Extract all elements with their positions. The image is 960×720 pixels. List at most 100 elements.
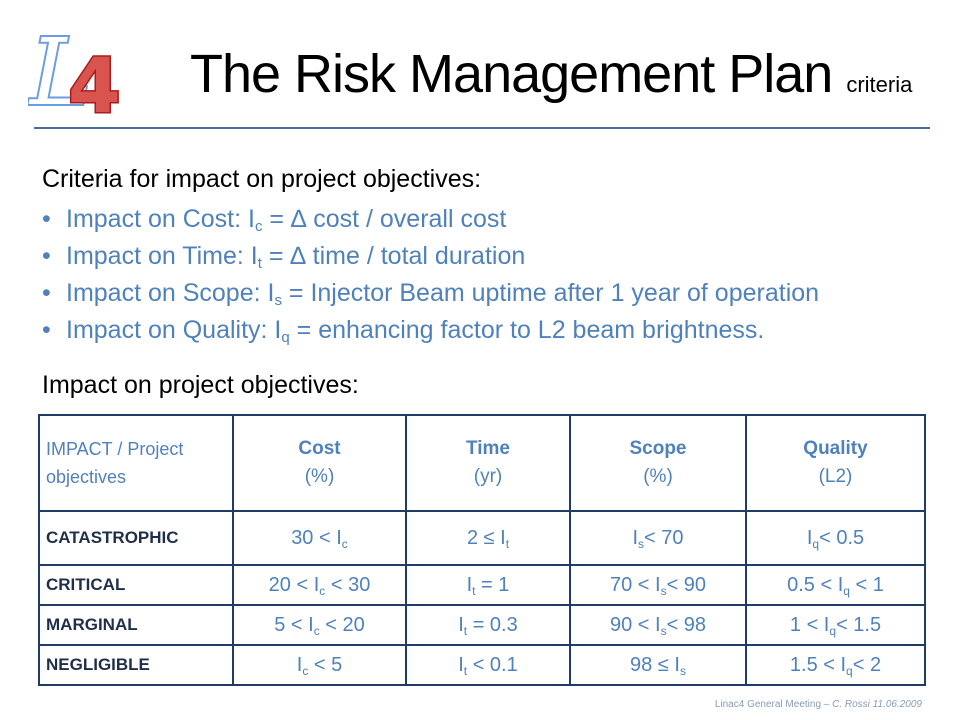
- bullet-text: Impact on Scope: I: [66, 279, 275, 307]
- cell-time: It = 0.3: [405, 604, 571, 646]
- bullet-subscript: q: [281, 329, 290, 346]
- cell-text: 20 < I: [268, 573, 320, 596]
- title-main: The Risk Management Plan: [190, 44, 833, 104]
- cell-text: = 1: [475, 573, 510, 596]
- cell-quality: Iq< 0.5: [745, 510, 926, 566]
- bullet-quality: • Impact on Quality: Iq = enhancing facto…: [42, 312, 922, 349]
- table-header-row: IMPACT / Project objectives Cost (%) Time…: [38, 414, 926, 512]
- cell-time: It < 0.1: [405, 644, 571, 686]
- row-label: NEGLIGIBLE: [38, 644, 234, 686]
- column-name: Time: [465, 438, 510, 459]
- column-unit: (%): [643, 466, 673, 487]
- column-header-cost: Cost (%): [232, 414, 407, 512]
- title-suffix: criteria: [846, 72, 913, 97]
- cell-text: < 0.1: [467, 653, 518, 676]
- table-row-marginal: MARGINAL 5 < Ic < 20 It = 0.3 90 < Is< 9…: [38, 604, 926, 646]
- cell-subscript: t: [463, 663, 468, 678]
- cell-quality: 1.5 < Iq< 2: [745, 644, 926, 686]
- cell-text: I: [466, 573, 473, 596]
- cell-cost: 30 < Ic: [232, 510, 407, 566]
- cell-cost: 20 < Ic < 30: [232, 564, 407, 606]
- bullet-text: = enhancing factor to L2 beam brightness…: [289, 316, 765, 344]
- cell-text: 1 < I: [789, 613, 830, 636]
- cell-time: 2 ≤ It: [405, 510, 571, 566]
- cell-subscript: s: [660, 623, 667, 638]
- column-name: Cost: [298, 438, 341, 459]
- criteria-list: • Impact on Cost: Ic = ∆ cost / overall c…: [42, 201, 922, 349]
- cell-text: < 0.5: [819, 526, 865, 549]
- bullet-cost: • Impact on Cost: Ic = ∆ cost / overall c…: [42, 201, 922, 238]
- cell-text: 70 < I: [609, 573, 661, 596]
- cell-subscript: c: [341, 536, 348, 551]
- footer-author: C. Rossi 11.06.2009: [832, 699, 922, 710]
- cell-text: 90 < I: [609, 613, 661, 636]
- cell-text: < 2: [852, 653, 882, 676]
- cell-text: < 30: [325, 573, 371, 596]
- cell-scope: 98 ≤ Is: [569, 644, 747, 686]
- impact-table: IMPACT / Project objectives Cost (%) Time…: [38, 414, 926, 686]
- cell-text: < 1.5: [836, 613, 882, 636]
- cell-text: 30 < I: [291, 526, 342, 549]
- cell-text: < 5: [308, 653, 343, 676]
- cell-subscript: c: [319, 583, 326, 598]
- cell-text: < 1: [849, 573, 884, 596]
- column-unit: (L2): [818, 466, 853, 487]
- cell-text: I: [806, 526, 813, 549]
- table-row-negligible: NEGLIGIBLE Ic < 5 It < 0.1 98 ≤ Is 1.5 <…: [38, 644, 926, 686]
- bullet-text: Impact on Cost: I: [66, 205, 255, 233]
- cell-text: 2 ≤ I: [466, 526, 506, 549]
- column-header-quality: Quality (L2): [745, 414, 926, 512]
- column-unit: (yr): [473, 466, 503, 487]
- cell-subscript: t: [505, 536, 510, 551]
- cell-subscript: t: [472, 583, 476, 598]
- title-divider: [34, 127, 930, 129]
- bullet-text: = ∆ cost / overall cost: [262, 205, 507, 233]
- cell-subscript: s: [660, 583, 667, 598]
- footer-event: Linac4 General Meeting –: [714, 699, 833, 710]
- cell-text: = 0.3: [467, 613, 518, 636]
- criteria-heading: Criteria for impact on project objective…: [42, 165, 482, 193]
- bullet-text: Impact on Quality: I: [66, 316, 282, 344]
- column-name: Scope: [629, 438, 687, 459]
- page-title: The Risk Management Plan criteria: [190, 44, 912, 115]
- cell-text: < 20: [319, 613, 365, 636]
- row-label: MARGINAL: [38, 604, 234, 646]
- slide-footer: Linac4 General Meeting – C. Rossi 11.06.…: [715, 699, 922, 710]
- cell-scope: 90 < Is< 98: [569, 604, 747, 646]
- cell-time: It = 1: [405, 564, 571, 606]
- logo-letter-l: L: [28, 19, 91, 118]
- logo-digit-4: 4: [68, 41, 121, 118]
- bullet-dot-icon: •: [42, 316, 51, 344]
- impact-heading: Impact on project objectives:: [42, 371, 359, 399]
- bullet-dot-icon: •: [42, 279, 51, 307]
- cell-text: 0.5 < I: [787, 573, 844, 596]
- column-name: Quality: [803, 438, 868, 459]
- cell-text: I: [458, 613, 464, 636]
- cell-subscript: s: [638, 536, 645, 551]
- cell-text: < 90: [666, 573, 707, 596]
- table-row-catastrophic: CATASTROPHIC 30 < Ic 2 ≤ It Is< 70 Iq< 0…: [38, 510, 926, 566]
- bullet-text: = ∆ time / total duration: [261, 242, 526, 270]
- bullet-time: • Impact on Time: It = ∆ time / total dur…: [42, 238, 922, 275]
- column-unit: (%): [304, 466, 335, 487]
- row-label: CATASTROPHIC: [38, 510, 234, 566]
- bullet-text: Impact on Time: I: [66, 242, 258, 270]
- cell-text: < 98: [666, 613, 707, 636]
- table-row-critical: CRITICAL 20 < Ic < 30 It = 1 70 < Is< 90…: [38, 564, 926, 606]
- cell-subscript: q: [812, 536, 820, 551]
- cell-text: 98 ≤ I: [630, 653, 680, 676]
- cell-text: 1.5 < I: [789, 653, 847, 676]
- cell-scope: 70 < Is< 90: [569, 564, 747, 606]
- cell-text: < 70: [644, 526, 684, 549]
- row-label: CRITICAL: [38, 564, 234, 606]
- bullet-subscript: t: [257, 255, 262, 272]
- cell-quality: 1 < Iq< 1.5: [745, 604, 926, 646]
- cell-subscript: s: [679, 663, 686, 678]
- l4-logo-graphic: L 4: [26, 17, 122, 132]
- l4-logo: L 4: [26, 17, 128, 132]
- cell-subscript: q: [829, 623, 837, 638]
- cell-scope: Is< 70: [569, 510, 747, 566]
- cell-cost: Ic < 5: [232, 644, 407, 686]
- cell-subscript: q: [843, 583, 850, 598]
- column-header-time: Time (yr): [405, 414, 571, 512]
